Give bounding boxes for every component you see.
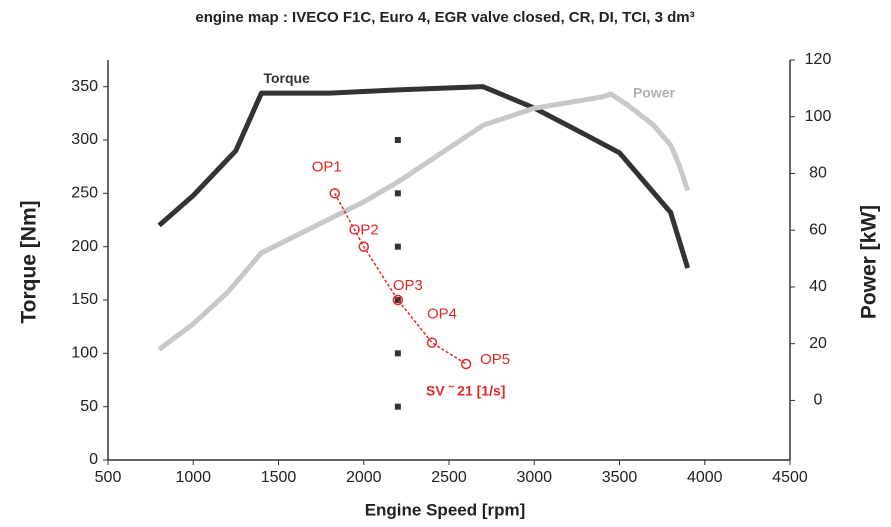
y-tick-label: 350 [71,78,98,95]
operating-point [460,358,472,370]
y2-tick-label: 40 [809,278,827,295]
y2-tick-label: 120 [805,51,832,68]
x-tick-label: 4000 [687,469,723,486]
op-label: OP2 [349,222,379,239]
operating-point [392,294,404,306]
op-label: OP5 [480,351,510,368]
y-tick-label: 50 [80,398,98,415]
y-axis-label: Torque [Nm] [18,200,41,323]
operating-point [358,241,369,252]
y2-tick-label: 100 [805,108,832,125]
op-label: OP4 [427,306,457,323]
measurement-point [394,297,401,303]
line [157,91,691,352]
x-tick-label: 500 [95,469,122,486]
op-label: OP3 [393,277,423,294]
measurement-point [394,403,401,410]
y-tick-label: 250 [71,185,98,202]
series-label: Power [633,85,676,101]
x-tick-label: 3000 [516,469,552,486]
y-tick-label: 150 [71,291,98,308]
y2-tick-label: 0 [814,392,823,409]
x-tick-label: 2000 [346,469,382,486]
x-tick-label: 3500 [602,469,638,486]
op-label: OP1 [312,158,342,175]
x-tick-label: 1000 [175,469,211,486]
x-tick-label: 2500 [431,469,467,486]
op-line [334,192,467,365]
y-tick-label: 0 [89,451,98,468]
measurement-point [394,350,401,357]
measurement-point [394,137,401,143]
y-tick-label: 200 [71,238,98,255]
operating-point [329,188,341,199]
measurement-point [394,243,401,250]
annotation: SV ˜ 21 [1/s] [426,383,505,399]
chart-title: engine map : IVECO F1C, Euro 4, EGR valv… [195,9,694,26]
series-label: Torque [263,70,310,86]
measurement-point [394,190,401,197]
operating-point [426,337,438,348]
x-tick-label: 4500 [772,469,808,486]
y2-tick-label: 80 [809,165,827,182]
line [157,84,691,269]
x-tick-label: 1500 [261,469,297,486]
y2-tick-label: 20 [809,335,827,352]
y2-tick-label: 60 [809,221,827,238]
x-axis-label: Engine Speed [rpm] [365,500,526,519]
y-tick-label: 100 [71,345,98,362]
y-tick-label: 300 [71,131,98,148]
y2-axis-label: Power [kW] [858,205,881,319]
